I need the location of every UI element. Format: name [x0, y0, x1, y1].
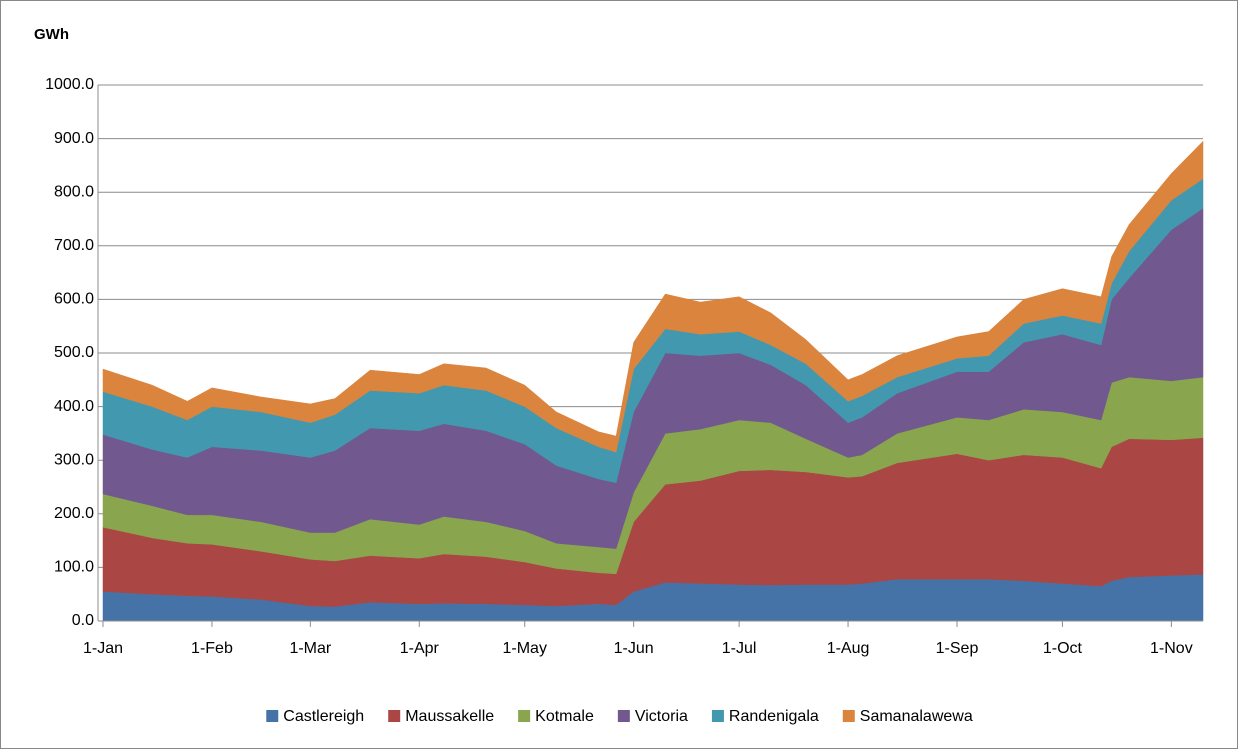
x-tick-label: 1-Apr — [400, 640, 440, 657]
legend-label: Randenigala — [729, 708, 819, 725]
x-tick-label: 1-Mar — [289, 640, 331, 657]
legend-label: Samanalawewa — [860, 708, 973, 725]
legend: Castlereigh Maussakelle Kotmale Victoria Ran… — [266, 708, 973, 725]
legend-label: Maussakelle — [405, 708, 494, 725]
area — [102, 140, 1204, 453]
x-tick-label: 1-Sep — [936, 640, 979, 657]
x-tick-label: 1-May — [502, 640, 546, 657]
x-tick-label: 1-Jun — [614, 640, 654, 657]
y-tick-label: 200.0 — [54, 505, 94, 522]
legend-swatch — [711, 710, 724, 722]
x-tick-label: 1-Nov — [1150, 640, 1193, 657]
y-tick-label: 100.0 — [54, 559, 94, 576]
x-tick-label: 1-Aug — [827, 640, 870, 657]
y-tick-label: 700.0 — [54, 237, 94, 254]
x-tick-label: 1-Jan — [83, 640, 123, 657]
y-axis-title: GWh — [34, 26, 69, 43]
y-tick-label: 1000.0 — [45, 76, 94, 93]
legend-swatch — [617, 710, 630, 722]
y-tick-label: 600.0 — [54, 291, 94, 308]
y-tick-label: 0.0 — [72, 612, 94, 629]
x-tick-label: 1-Oct — [1043, 640, 1083, 657]
legend-label: Kotmale — [535, 708, 594, 725]
legend-label: Victoria — [635, 708, 688, 725]
legend-swatch — [842, 710, 855, 722]
y-tick-label: 900.0 — [54, 130, 94, 147]
y-tick-label: 400.0 — [54, 398, 94, 415]
y-tick-label: 800.0 — [54, 183, 94, 200]
x-tick-label: 1-Jul — [722, 640, 757, 657]
legend-label: Castlereigh — [283, 708, 364, 725]
x-tick-label: 1-Feb — [191, 640, 233, 657]
legend-swatch — [518, 710, 531, 722]
legend-swatch — [266, 710, 279, 722]
y-tick-label: 500.0 — [54, 344, 94, 361]
y-tick-label: 300.0 — [54, 451, 94, 468]
legend-swatch — [388, 710, 401, 722]
